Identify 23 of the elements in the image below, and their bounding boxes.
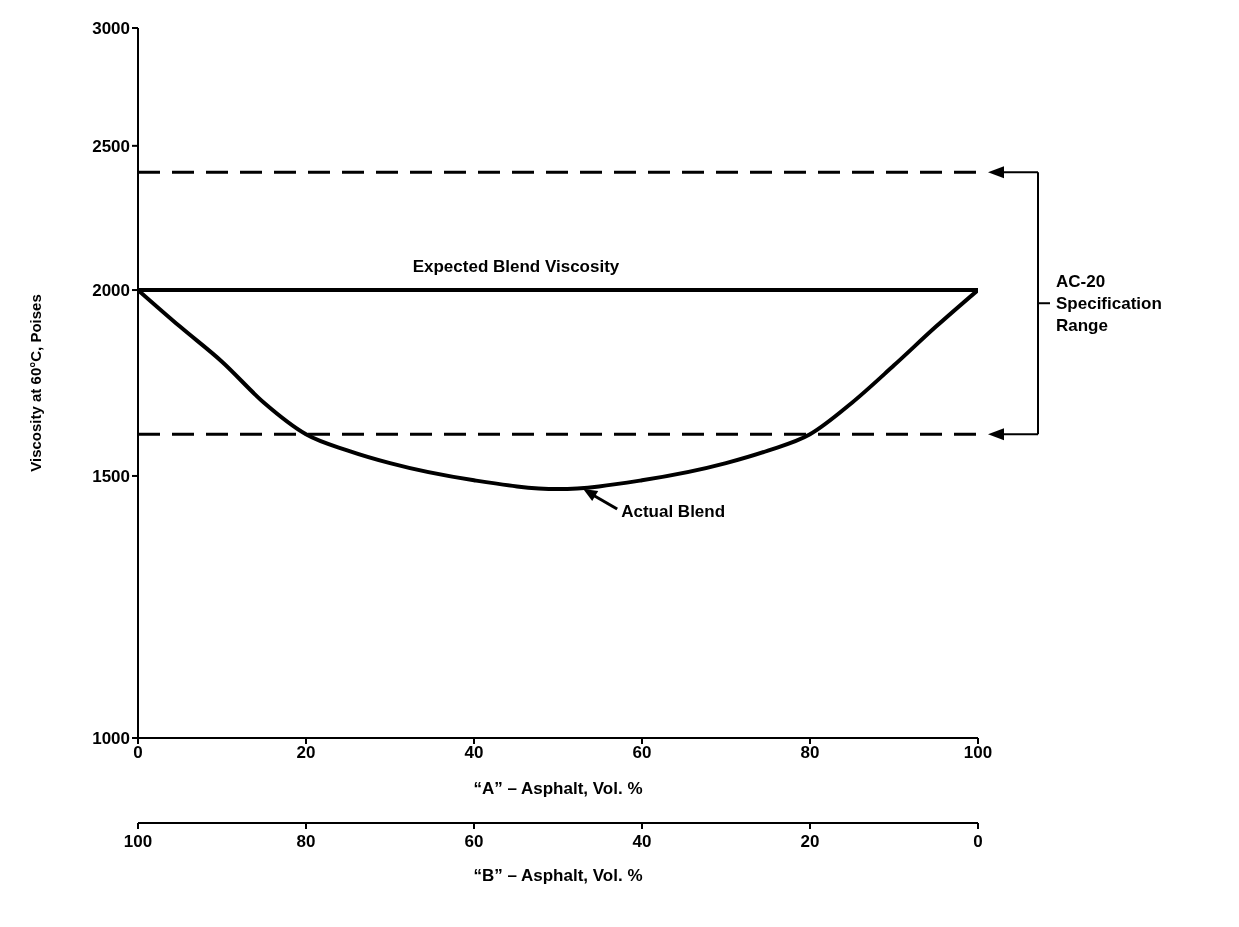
x2-tick-label: 60 bbox=[464, 832, 484, 851]
x2-tick-label: 20 bbox=[800, 832, 820, 851]
x-tick-label: 20 bbox=[296, 743, 316, 763]
x-tick-label: 40 bbox=[464, 743, 484, 763]
x-tick-label: 100 bbox=[963, 743, 993, 763]
annotation: Actual Blend bbox=[621, 502, 726, 522]
x-tick-label: 0 bbox=[133, 743, 143, 763]
annotation: Expected Blend Viscosity bbox=[412, 257, 620, 277]
x2-tick-label: 80 bbox=[296, 832, 316, 851]
text: AC-20 Specification Range bbox=[1056, 272, 1162, 336]
y-tick-label: 3000 bbox=[92, 19, 130, 39]
x2-axis-title: “B” – Asphalt, Vol. % bbox=[473, 866, 643, 885]
y-tick-label: 2000 bbox=[92, 281, 130, 301]
y-axis-title: Viscosity at 60°C, Poises bbox=[27, 294, 45, 472]
x-axis-title: “A” – Asphalt, Vol. % bbox=[473, 779, 643, 798]
y-tick-label: 1000 bbox=[92, 729, 130, 749]
x-tick-label: 80 bbox=[800, 743, 820, 763]
x2-tick-label: 40 bbox=[632, 832, 652, 851]
y-tick-label: 2500 bbox=[92, 136, 130, 156]
x2-tick-label: 100 bbox=[123, 832, 153, 851]
x-tick-label: 60 bbox=[632, 743, 652, 763]
y-tick-label: 1500 bbox=[92, 467, 130, 486]
x2-tick-label: 0 bbox=[973, 832, 983, 851]
